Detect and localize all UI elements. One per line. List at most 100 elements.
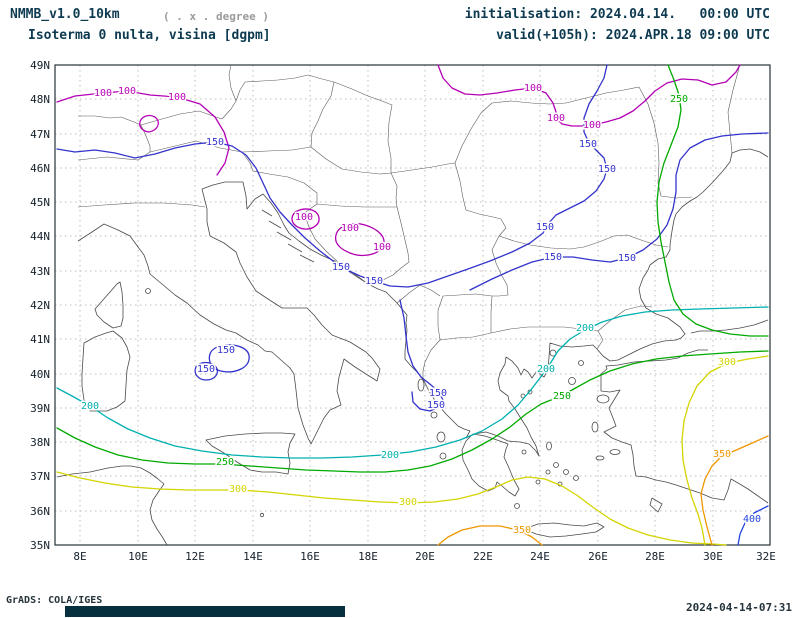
contour-label-150: 150: [618, 253, 636, 264]
contour-350-south: [437, 525, 543, 546]
contour-label-100: 100: [547, 113, 565, 124]
lon-axis-label: 22E: [473, 550, 493, 563]
contours: [56, 64, 769, 546]
grads-credit: GrADS: COLA/IGES: [6, 595, 103, 606]
contour-label-150: 150: [536, 222, 554, 233]
contour-label-200: 200: [381, 450, 399, 461]
coast-sardinia: [81, 330, 131, 412]
lon-axis-label: 16E: [300, 550, 320, 563]
lat-axis-label: 45N: [30, 196, 50, 209]
coastlines: [56, 148, 769, 546]
grid-lines: [55, 65, 770, 545]
dalmatian-islands: [261, 209, 315, 263]
contour-label-100: 100: [168, 92, 186, 103]
coast-adriatic-balkan: [242, 181, 509, 442]
contour-label-100: 100: [295, 212, 313, 223]
model-title: NMMB_v1.0_10km: [10, 7, 120, 22]
contour-label-200: 200: [537, 364, 555, 375]
lat-axis-label: 46N: [30, 162, 50, 175]
degree-note: ( . x . degree ): [163, 10, 269, 23]
lat-axis-label: 39N: [30, 402, 50, 415]
contour-label-100: 100: [524, 83, 542, 94]
contour-200: [56, 306, 769, 459]
contour-100-nw: [56, 90, 230, 176]
contour-150-italy-loop-b: [194, 361, 219, 381]
contour-label-150: 150: [544, 252, 562, 263]
coast-peloponnese: [461, 433, 520, 497]
lon-axis-label: 18E: [358, 550, 378, 563]
contour-label-150: 150: [427, 400, 445, 411]
lat-axis-label: 41N: [30, 333, 50, 346]
contour-150-greece: [399, 299, 444, 412]
lat-axis-label: 37N: [30, 470, 50, 483]
contour-label-200: 200: [81, 401, 99, 412]
contour-150-italy-loop-a: [208, 344, 250, 373]
coast-greece-east: [497, 342, 598, 457]
creation-timestamp: 2024-04-14-07:31: [686, 601, 792, 614]
contour-300-south: [56, 471, 727, 546]
lat-axis-label: 42N: [30, 299, 50, 312]
aegean-islands: [145, 288, 621, 518]
contour-label-100: 100: [373, 242, 391, 253]
lon-axis-label: 32E: [756, 550, 776, 563]
coast-turkey-blacksea: [690, 319, 769, 334]
contour-label-150: 150: [332, 262, 350, 273]
lon-axis-label: 8E: [73, 550, 86, 563]
contour-label-100: 100: [583, 120, 601, 131]
lon-axis-label: 20E: [415, 550, 435, 563]
lat-axis-label: 48N: [30, 93, 50, 106]
init-time-label: initialisation: 2024.04.14. 00:00 UTC: [464, 7, 770, 22]
coast-marmara-south: [600, 349, 708, 375]
lat-axis-label: 40N: [30, 368, 50, 381]
map-frame: [54, 64, 771, 546]
country-borders: [77, 64, 740, 379]
contour-150-east: [469, 132, 769, 291]
contour-label-250: 250: [553, 391, 571, 402]
lon-axis-label: 14E: [243, 550, 263, 563]
coast-rhodes: [649, 497, 663, 513]
contour-350-east: [700, 435, 769, 546]
contour-300-east: [681, 355, 769, 546]
contour-150-main: [56, 64, 608, 288]
contour-label-100: 100: [94, 88, 112, 99]
lon-axis-label: 26E: [588, 550, 608, 563]
contour-label-300: 300: [718, 357, 736, 368]
axis-labels: 49N 48N 47N 46N 45N 44N 43N 42N 41N 40N …: [30, 59, 776, 563]
coast-marmara-north-blacksea-west: [596, 148, 769, 362]
lat-axis-label: 36N: [30, 505, 50, 518]
contour-label-200: 200: [576, 323, 594, 334]
contour-100-ne: [437, 64, 741, 127]
field-subtitle: Isoterma 0 nulta, visina [dgpm]: [28, 28, 271, 43]
contour-label-150: 150: [429, 388, 447, 399]
contour-label-100: 100: [118, 86, 136, 97]
lat-axis-label: 43N: [30, 265, 50, 278]
contour-label-150: 150: [217, 345, 235, 356]
lat-axis-label: 35N: [30, 539, 50, 552]
contour-label-400: 400: [743, 514, 761, 525]
lon-axis-label: 10E: [128, 550, 148, 563]
coast-north-africa: [56, 465, 168, 546]
contour-100-blob-east: [334, 222, 385, 257]
coast-crete: [523, 522, 605, 538]
contour-label-100: 100: [341, 223, 359, 234]
coast-sicily: [205, 432, 296, 475]
lon-axis-label: 28E: [645, 550, 665, 563]
lat-axis-label: 38N: [30, 436, 50, 449]
lon-axis-label: 24E: [530, 550, 550, 563]
contour-label-350: 350: [713, 449, 731, 460]
lat-axis-label: 44N: [30, 230, 50, 243]
contour-labels: 100 100 100 100 100 100 100 100 100 150 …: [79, 82, 762, 538]
contour-label-150: 150: [365, 276, 383, 287]
contour-label-250: 250: [670, 94, 688, 105]
lat-axis-label: 47N: [30, 128, 50, 141]
contour-100-blob-west: [291, 208, 320, 230]
contour-250-south: [56, 350, 769, 473]
coast-italy: [77, 181, 381, 445]
lon-axis-label: 30E: [703, 550, 723, 563]
contour-label-350: 350: [513, 525, 531, 536]
contour-label-300: 300: [399, 497, 417, 508]
grads-logo-bar: [65, 606, 345, 617]
contour-label-300: 300: [229, 484, 247, 495]
